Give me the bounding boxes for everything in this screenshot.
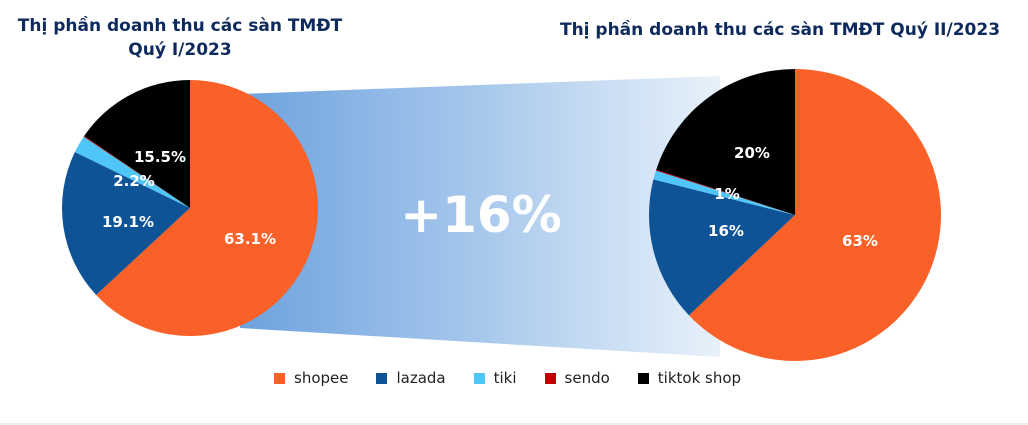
divider [0, 423, 1028, 425]
pie-slice-sendo [655, 169, 795, 215]
chart-title-q2: Thị phần doanh thu các sàn TMĐT Quý II/2… [559, 20, 1001, 40]
pie-slice-tiktok-shop [656, 69, 795, 215]
legend-swatch-lazada [376, 372, 388, 384]
growth-band [240, 76, 720, 357]
legend-item-shopee: shopee [274, 369, 348, 387]
legend-item-tiktok-shop: tiktok shop [637, 369, 742, 387]
pie-label-shopee: 63% [842, 232, 878, 250]
pie-label-tiki: 1% [714, 185, 739, 203]
pie-chart-q1: 63.1% 19.1% 2.2% 15.5% [61, 80, 319, 336]
pie-slice-tiktok-shop [84, 80, 190, 208]
pie-label-lazada: 16% [708, 222, 744, 240]
legend-item-tiki: tiki [473, 369, 517, 387]
pie-label-tiktok-shop: 20% [734, 144, 770, 162]
growth-label: +16% [400, 186, 562, 244]
legend-swatch-sendo [544, 372, 556, 384]
legend-label: shopee [294, 369, 349, 387]
pie-slice-tiki [653, 170, 795, 215]
chart-title-q1-line2: Quý I/2023 [128, 40, 232, 60]
legend-item-lazada: lazada [376, 369, 446, 387]
chart-title-q1: Thị phần doanh thu các sàn TMĐT Quý I/20… [0, 14, 360, 62]
pie-label-shopee: 63.1% [224, 230, 276, 248]
pie-slice-shopee [688, 69, 941, 361]
legend-label: tiki [493, 369, 517, 387]
pie-slice-lazada [61, 152, 190, 296]
legend-label: lazada [396, 369, 446, 387]
chart-legend: shopee lazada tiki sendo tiktok shop [274, 369, 769, 387]
pie-label-tiktok-shop: 15.5% [134, 148, 186, 166]
pie-chart-q2: 63% 16% 1% 20% [649, 69, 941, 361]
pie-slice-lazada [649, 179, 795, 316]
legend-swatch-tiktok-shop [637, 372, 649, 384]
pie-label-lazada: 19.1% [102, 213, 154, 231]
pie-slice-shopee [96, 80, 319, 336]
pie-label-tiki: 2.2% [113, 172, 155, 190]
chart-title-q1-line1: Thị phần doanh thu các sàn TMĐT [17, 16, 343, 36]
legend-label: tiktok shop [657, 369, 742, 387]
legend-label: sendo [564, 369, 610, 387]
pie-slice-sendo [83, 136, 190, 208]
legend-swatch-tiki [473, 372, 485, 384]
legend-item-sendo: sendo [544, 369, 610, 387]
pie-slice-tiki [74, 136, 190, 208]
legend-swatch-shopee [274, 372, 285, 384]
